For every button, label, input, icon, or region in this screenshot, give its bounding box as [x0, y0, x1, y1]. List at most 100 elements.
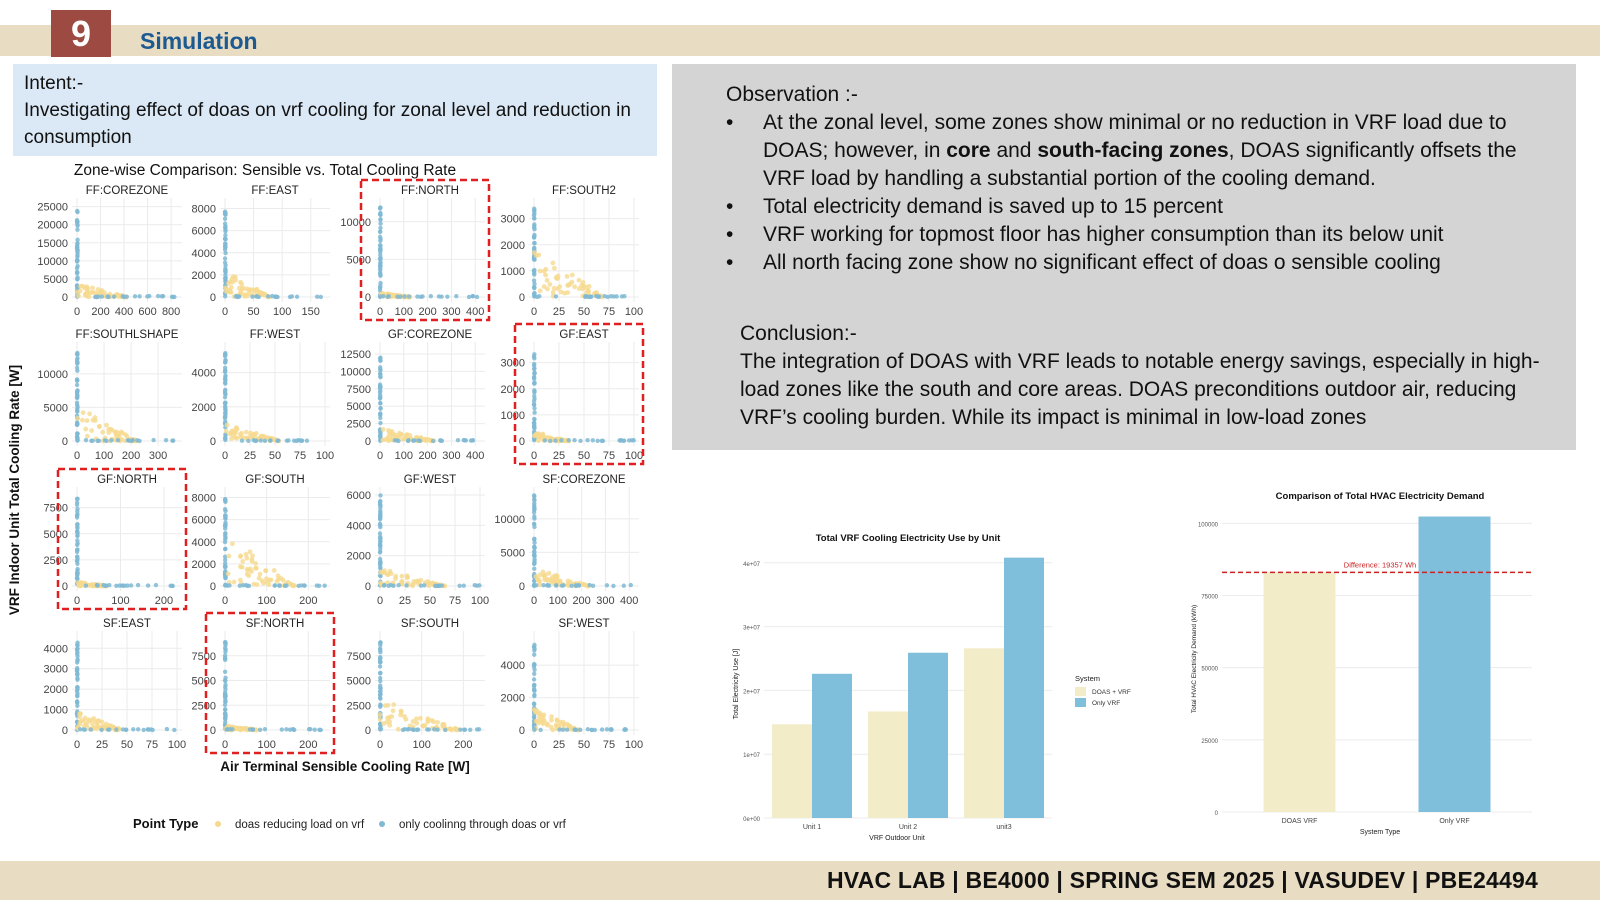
data-point: [378, 678, 383, 684]
data-point: [99, 719, 105, 725]
bar-unit-2-only-vrf: [908, 652, 948, 818]
x-tick-label: 0: [74, 595, 80, 607]
data-point: [250, 432, 256, 438]
y-tick-label: 10000: [340, 366, 371, 378]
data-point: [531, 398, 537, 404]
data-point: [74, 359, 80, 364]
x-tick-label: 0: [377, 739, 383, 751]
data-point: [557, 578, 563, 584]
x-tick-label: DOAS VRF: [1282, 818, 1318, 825]
data-point: [532, 671, 537, 677]
data-point: [75, 675, 80, 681]
data-point: [237, 577, 243, 583]
bar1-y-title: Total Electricity Use [J]: [733, 649, 740, 719]
facet-panel-sf-corezone: SF:COREZONE 0 100 200 300 400 0 5000 10000: [494, 474, 639, 607]
data-point: [172, 727, 177, 733]
data-point: [545, 286, 550, 292]
panel-title: FF:SOUTHLSHAPE: [76, 329, 179, 341]
data-point: [378, 640, 383, 645]
y-tick-label: 1000: [501, 266, 525, 278]
data-point: [75, 640, 80, 645]
data-point: [474, 583, 480, 588]
y-tick-label: 0: [210, 436, 216, 448]
data-point: [247, 549, 253, 555]
data-point: [531, 250, 537, 255]
x-tick-label: 50: [121, 739, 133, 751]
data-point: [85, 433, 90, 439]
y-tick-label: 0: [210, 292, 216, 304]
x-tick-label: 200: [122, 450, 140, 462]
data-point: [312, 727, 317, 732]
data-point: [83, 426, 89, 432]
data-point: [75, 240, 80, 246]
data-point: [115, 437, 121, 443]
data-point: [279, 727, 285, 732]
data-point: [569, 272, 575, 278]
x-tick-label: 200: [572, 595, 590, 607]
data-point: [377, 531, 383, 536]
data-point: [222, 678, 228, 683]
x-tick-label: 50: [578, 306, 590, 318]
data-point: [377, 541, 383, 546]
data-point: [535, 720, 541, 726]
data-point: [253, 561, 259, 566]
data-point: [377, 390, 383, 395]
data-point: [170, 294, 176, 300]
data-point: [474, 294, 480, 300]
data-point: [222, 365, 228, 370]
data-point: [124, 433, 130, 439]
data-point: [422, 723, 428, 728]
data-point: [390, 708, 396, 714]
bar1-legend-swatch: [1075, 698, 1086, 707]
highlight-box: [513, 322, 645, 466]
data-point: [531, 715, 537, 720]
data-point: [398, 431, 404, 437]
data-point: [254, 565, 259, 571]
x-tick-label: 200: [418, 450, 436, 462]
data-point: [532, 232, 537, 238]
data-point: [223, 211, 228, 217]
data-point: [532, 514, 537, 519]
data-point: [542, 438, 548, 443]
data-point: [377, 550, 383, 555]
x-tick-label: 150: [302, 306, 320, 318]
panel-title: GF:SOUTH: [245, 474, 304, 486]
data-point: [532, 537, 537, 542]
bar-doas-vrf: [1263, 572, 1336, 812]
y-tick-label: 2000: [501, 240, 525, 252]
y-tick-label: 0: [1215, 811, 1219, 817]
data-point: [249, 558, 255, 564]
data-point: [546, 583, 552, 588]
y-tick-label: 2000: [192, 559, 216, 571]
data-point: [75, 693, 80, 699]
y-tick-label: 2000: [44, 684, 68, 696]
data-point: [572, 727, 577, 732]
data-point: [595, 438, 600, 443]
data-point: [90, 289, 96, 295]
section-title: Simulation: [140, 28, 258, 54]
data-point: [170, 438, 175, 443]
data-point: [402, 714, 407, 719]
data-point: [532, 410, 537, 415]
data-point: [226, 280, 231, 286]
data-point: [74, 219, 80, 224]
data-point: [83, 292, 89, 298]
section-number-badge: 9: [51, 10, 111, 57]
y-tick-label: 25000: [1201, 739, 1218, 745]
data-point: [137, 438, 142, 444]
data-point: [265, 294, 271, 299]
data-point: [289, 294, 295, 299]
data-point: [237, 583, 243, 588]
x-tick-label: 50: [424, 595, 436, 607]
data-point: [392, 438, 398, 443]
x-tick-label: 400: [620, 595, 638, 607]
data-point: [576, 583, 582, 588]
data-point: [75, 275, 80, 280]
data-point: [410, 719, 416, 724]
data-point: [74, 648, 80, 653]
data-point: [224, 422, 230, 428]
data-point: [88, 727, 93, 732]
data-point: [75, 252, 80, 258]
data-point: [531, 284, 537, 290]
data-point: [531, 375, 537, 380]
